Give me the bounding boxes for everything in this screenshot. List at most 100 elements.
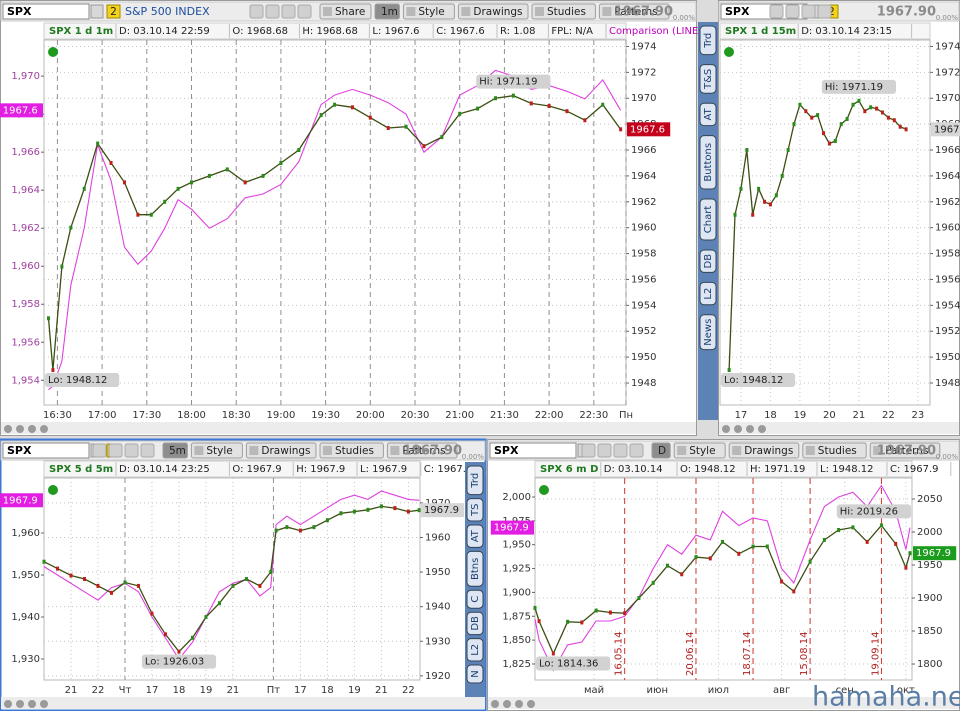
tool-icon[interactable] xyxy=(265,4,280,19)
zoom-control[interactable] xyxy=(491,700,499,708)
tool-icon[interactable] xyxy=(769,4,784,19)
tool-icon[interactable] xyxy=(281,4,296,19)
tool-icon[interactable] xyxy=(297,4,312,19)
zoom-control[interactable] xyxy=(4,425,12,433)
period-button[interactable] xyxy=(651,442,671,459)
net-change: 0.00% xyxy=(936,14,959,22)
tool-icon[interactable] xyxy=(817,4,832,19)
zoom-control[interactable] xyxy=(40,700,48,708)
toolbar-button[interactable] xyxy=(728,442,800,459)
tool-icon[interactable] xyxy=(108,443,123,458)
toolbar-button-icon xyxy=(677,446,687,455)
candle xyxy=(440,135,444,140)
tool-icon[interactable] xyxy=(785,4,800,19)
sidebar-tab[interactable] xyxy=(466,638,484,662)
toolbar-button-label: Studies xyxy=(818,445,857,457)
toolbar-button[interactable] xyxy=(457,3,529,20)
link-badge[interactable] xyxy=(106,4,121,19)
symbol-input[interactable] xyxy=(2,442,90,459)
toolbar-button[interactable] xyxy=(673,442,726,459)
y2-tick-label: 1,875 xyxy=(502,611,531,622)
watermark: hamaha.net xyxy=(812,682,960,711)
price-tag xyxy=(0,103,44,118)
sidebar-tab-label: AT xyxy=(703,107,714,120)
zoom-control[interactable] xyxy=(40,425,48,433)
toolbar-button-label: Patterns xyxy=(614,6,657,18)
zoom-control[interactable] xyxy=(515,700,523,708)
zoom-control[interactable] xyxy=(722,425,730,433)
tool-icon[interactable] xyxy=(613,443,628,458)
toolbar-button[interactable] xyxy=(402,3,455,20)
info-cell: Comparison (LINE, SPX) xyxy=(609,26,728,37)
toolbar-button[interactable] xyxy=(531,3,596,20)
symbol-input[interactable] xyxy=(2,3,90,20)
y-tick-label: 1958 xyxy=(631,249,656,260)
zoom-control[interactable] xyxy=(503,700,511,708)
sidebar-tab[interactable] xyxy=(466,465,484,496)
sidebar-tab[interactable] xyxy=(466,589,484,609)
symbol-input[interactable] xyxy=(489,442,577,459)
candle xyxy=(566,619,570,624)
info-row xyxy=(43,22,627,40)
x-tick-label: 22 xyxy=(882,410,895,421)
zoom-control[interactable] xyxy=(746,425,754,433)
candle xyxy=(733,212,737,217)
y-tick-label: 1964 xyxy=(935,171,960,182)
zoom-control[interactable] xyxy=(16,425,24,433)
sidebar-tab[interactable] xyxy=(699,314,717,351)
zoom-control[interactable] xyxy=(28,425,36,433)
candle xyxy=(285,525,289,530)
tool-icon[interactable] xyxy=(581,443,596,458)
share-button[interactable] xyxy=(319,3,372,20)
tool-icon[interactable] xyxy=(249,4,264,19)
sidebar-tab-label: News xyxy=(703,319,714,346)
sidebar-tab[interactable] xyxy=(699,281,717,306)
y2-tick-label: 1,962 xyxy=(11,223,40,234)
tool-icon[interactable] xyxy=(801,4,816,19)
period-button[interactable] xyxy=(374,3,400,20)
sidebar-tab-label: Btns xyxy=(470,558,481,580)
toolbar-button[interactable] xyxy=(245,442,317,459)
sidebar-tab[interactable] xyxy=(699,198,717,241)
sidebar-tab[interactable] xyxy=(699,135,717,190)
tool-icon[interactable] xyxy=(92,443,107,458)
sidebar-tab[interactable] xyxy=(466,664,484,684)
tool-icon[interactable] xyxy=(629,443,644,458)
candle xyxy=(350,105,354,110)
symbol-dropdown[interactable] xyxy=(90,4,104,19)
sidebar-tab[interactable] xyxy=(466,498,484,522)
sidebar-tab[interactable] xyxy=(699,64,717,94)
candle xyxy=(136,583,140,588)
tool-icon[interactable] xyxy=(140,443,155,458)
toolbar-button[interactable] xyxy=(802,442,867,459)
candle xyxy=(875,106,879,111)
zoom-control[interactable] xyxy=(28,700,36,708)
toolbar-button[interactable] xyxy=(386,442,458,459)
zoom-control[interactable] xyxy=(527,700,535,708)
y2-tick-label: 2,000 xyxy=(502,492,531,503)
toolbar-button-label: Style xyxy=(206,445,232,457)
zoom-control[interactable] xyxy=(758,425,766,433)
candle xyxy=(827,141,831,146)
sidebar-tab[interactable] xyxy=(699,102,717,127)
sidebar-tab[interactable] xyxy=(699,249,717,273)
sidebar-tab[interactable] xyxy=(466,611,484,636)
tool-icon[interactable] xyxy=(597,443,612,458)
zoom-control[interactable] xyxy=(16,700,24,708)
price-tag xyxy=(931,122,960,137)
toolbar-button[interactable] xyxy=(598,3,670,20)
zoom-control[interactable] xyxy=(734,425,742,433)
toolbar-button[interactable] xyxy=(319,442,384,459)
hi-lo-box xyxy=(45,373,120,388)
period-button[interactable] xyxy=(162,442,188,459)
share-button-label: Share xyxy=(335,6,365,18)
zoom-control[interactable] xyxy=(4,700,12,708)
tool-icon[interactable] xyxy=(124,443,139,458)
sidebar-tab[interactable] xyxy=(699,25,717,56)
toolbar-button[interactable] xyxy=(190,442,243,459)
y2-tick-label: 1,960 xyxy=(11,261,40,272)
sidebar-tab[interactable] xyxy=(466,550,484,587)
sidebar-tab[interactable] xyxy=(466,524,484,548)
toolbar-button[interactable] xyxy=(869,442,941,459)
